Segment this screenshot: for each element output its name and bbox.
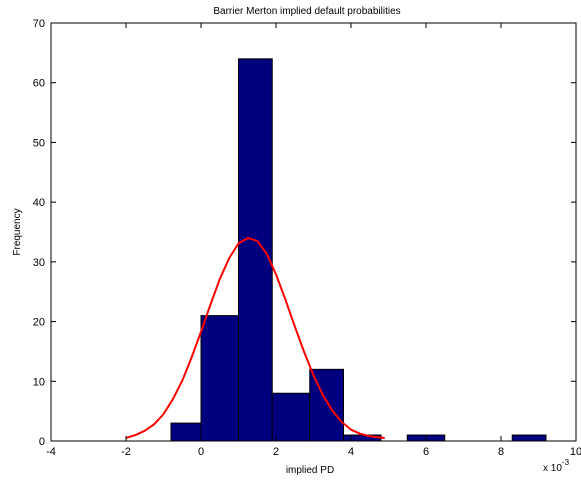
x-axis-ticks: -4 -2 0 2 4 6 8 10 [46, 23, 581, 458]
y-tick-label: 70 [33, 18, 45, 30]
y-tick-label: 10 [33, 376, 45, 388]
x-axis-label: implied PD [286, 465, 334, 476]
histogram-bar [170, 422, 202, 442]
x-tick-label: -2 [121, 446, 131, 458]
y-tick-label: 50 [33, 137, 45, 149]
y-axis-ticks: 0 10 20 30 40 50 60 70 [33, 18, 576, 448]
bars-group [170, 58, 547, 442]
x-tick-label: -4 [46, 446, 56, 458]
y-tick-label: 30 [33, 257, 45, 269]
x-tick-label: 4 [348, 446, 354, 458]
x-scale-exponent: -3 [562, 458, 570, 467]
x-tick-label: 0 [198, 446, 204, 458]
y-tick-label: 20 [33, 317, 45, 329]
x-tick-label: 2 [273, 446, 279, 458]
histogram-bar [200, 315, 239, 442]
x-tick-label: 6 [423, 446, 429, 458]
x-tick-label: 10 [570, 446, 581, 458]
histogram-bar [511, 434, 547, 442]
histogram-bar [238, 58, 273, 442]
y-tick-label: 60 [33, 78, 45, 90]
x-tick-label: 8 [498, 446, 504, 458]
y-tick-label: 40 [33, 197, 45, 209]
x-scale-base: x 10 [543, 463, 562, 474]
y-axis-label: Frequency [12, 208, 23, 255]
chart-title: Barrier Merton implied default probabili… [213, 6, 400, 17]
axes-frame [50, 22, 577, 442]
y-tick-label: 0 [39, 436, 45, 448]
fit-curve-group [125, 236, 385, 440]
histogram-bar [271, 392, 311, 442]
histogram-bar [309, 368, 344, 442]
normal-fit-curve [125, 236, 385, 440]
x-scale-factor: x 10-3 [543, 458, 570, 474]
